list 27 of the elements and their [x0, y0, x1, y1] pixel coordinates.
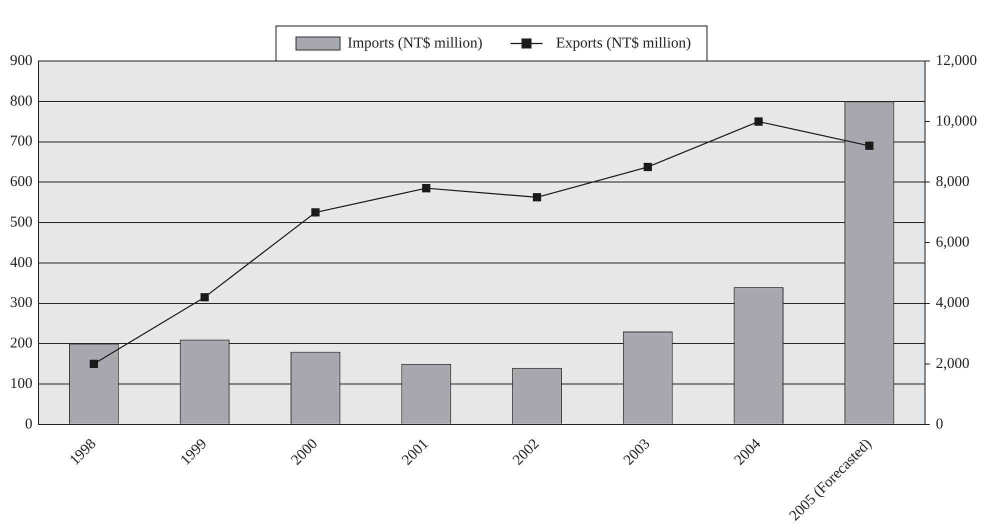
point [754, 117, 763, 126]
y2-tick-label: 4,000 [936, 295, 970, 312]
y2-tick-label: 10,000 [936, 114, 977, 130]
point [532, 193, 542, 202]
y-tick-label: 800 [10, 93, 32, 110]
point [200, 293, 209, 302]
point [865, 142, 874, 150]
legend-label: Imports (NT$ million) [348, 35, 483, 52]
point [311, 208, 320, 217]
y2-tick-label: 8,000 [936, 174, 970, 190]
point [422, 184, 430, 192]
y-tick-label: 400 [10, 254, 32, 271]
y2-tick-label: 0 [936, 416, 944, 432]
y-tick-label: 200 [10, 336, 32, 352]
y-tick-label: 100 [10, 376, 32, 392]
y-tick-label: 900 [10, 52, 32, 69]
y2-tick-label: 2,000 [936, 356, 970, 372]
point [90, 360, 98, 368]
legend-label: Exports (NT$ million) [556, 35, 691, 52]
y-tick-label: 700 [10, 134, 32, 150]
y-tick-label: 600 [10, 174, 32, 190]
y-tick-label: 300 [10, 295, 32, 312]
y-tick-label: 500 [10, 214, 32, 230]
y2-tick-label: 12,000 [936, 52, 977, 69]
point [644, 162, 652, 172]
y-tick-label: 0 [25, 416, 32, 432]
y2-tick-label: 6,000 [936, 234, 970, 251]
